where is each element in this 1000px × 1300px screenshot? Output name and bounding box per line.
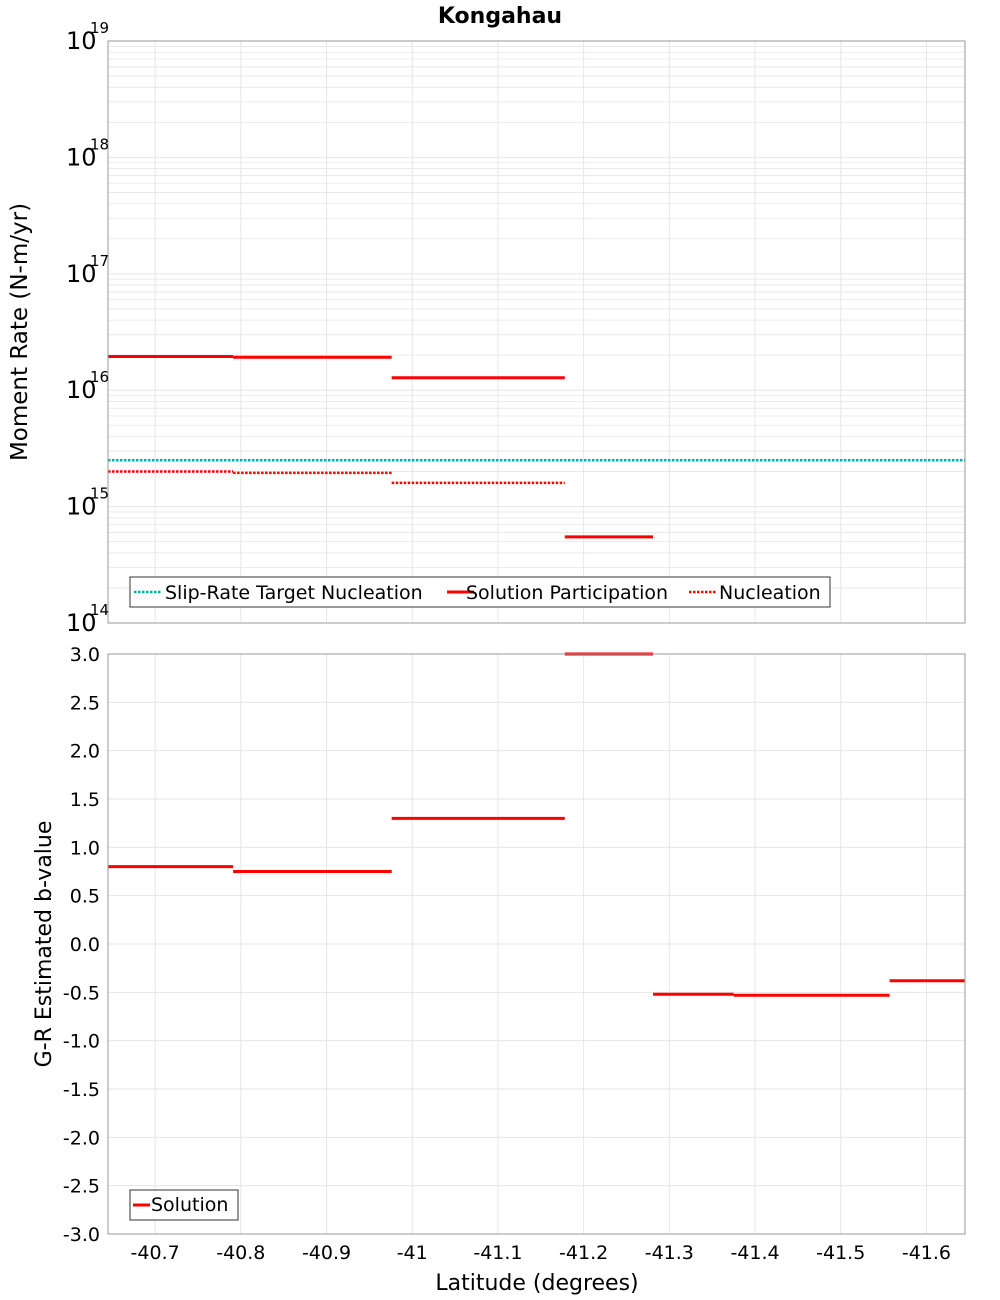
b-value-plot-frame xyxy=(107,653,966,1235)
b-value-grid xyxy=(108,653,965,1235)
y-tick-label: 1.0 xyxy=(70,837,100,859)
x-tick-label: -41.5 xyxy=(816,1242,865,1264)
x-tick-label: -41.2 xyxy=(559,1242,608,1264)
y-tick-label: -2.5 xyxy=(63,1176,100,1198)
legend-label: Solution xyxy=(151,1194,228,1216)
legend-label: Nucleation xyxy=(719,582,821,604)
y-tick-exponent: 14 xyxy=(90,601,109,619)
legend-label: Solution Participation xyxy=(466,582,668,604)
y-tick-exponent: 19 xyxy=(90,19,109,37)
moment-rate-series xyxy=(108,354,965,539)
y-tick-label: 10 xyxy=(66,27,97,55)
y-tick-label: 0.5 xyxy=(70,886,100,908)
moment-rate-y-axis-label: Moment Rate (N-m/yr) xyxy=(7,203,33,461)
y-tick-label: 10 xyxy=(66,493,97,521)
x-tick-label: -41.4 xyxy=(730,1242,779,1264)
x-axis-label: Latitude (degrees) xyxy=(435,1271,638,1296)
y-tick-label: 0.0 xyxy=(70,934,100,956)
y-tick-label: 2.0 xyxy=(70,741,100,763)
x-tick-label: -41.6 xyxy=(902,1242,951,1264)
moment-rate-legend: Slip-Rate Target Nucleation Solution Part… xyxy=(129,576,831,608)
x-tick-label: -41.3 xyxy=(645,1242,694,1264)
b-value-y-axis-label: G-R Estimated b-value xyxy=(32,821,57,1068)
x-tick-label: -40.9 xyxy=(302,1242,351,1264)
y-tick-label: 1.5 xyxy=(70,789,100,811)
y-tick-label: -2.0 xyxy=(63,1127,100,1149)
y-tick-label: 2.5 xyxy=(70,692,100,714)
chart-title: Kongahau xyxy=(438,4,562,29)
y-tick-exponent: 16 xyxy=(90,368,109,386)
y-tick-label: -3.0 xyxy=(63,1224,100,1246)
y-tick-exponent: 18 xyxy=(90,135,109,153)
y-tick-label: -0.5 xyxy=(63,982,100,1004)
y-tick-label: 3.0 xyxy=(70,644,100,666)
moment-rate-grid xyxy=(108,41,965,624)
y-tick-label: 10 xyxy=(66,260,97,288)
y-tick-exponent: 15 xyxy=(90,485,109,503)
x-tick-label: -40.8 xyxy=(216,1242,265,1264)
y-tick-label: 10 xyxy=(66,143,97,171)
y-tick-label: 10 xyxy=(66,376,97,404)
moment-rate-plot-frame xyxy=(107,40,966,624)
y-tick-label: -1.5 xyxy=(63,1079,100,1101)
b-value-y-ticks: -3.0 -2.5 -2.0 -1.5 -1.0 -0.5 0.0 0.5 1.0 1.5 2.0 2… xyxy=(63,644,100,1246)
x-ticks: -40.7 -40.8 -40.9 -41 -41.1 -41.2 -41.3 -41.4 -4… xyxy=(131,1242,951,1264)
b-value-legend: Solution xyxy=(129,1189,239,1221)
y-tick-label: -1.0 xyxy=(63,1031,100,1053)
x-tick-label: -40.7 xyxy=(131,1242,180,1264)
x-tick-label: -41 xyxy=(397,1242,428,1264)
b-value-panel: -3.0 -2.5 -2.0 -1.5 -1.0 -0.5 0.0 0.5 1.0 1.5 2.0 2… xyxy=(32,644,966,1296)
y-tick-label: 10 xyxy=(66,609,97,637)
x-tick-label: -41.1 xyxy=(473,1242,522,1264)
y-tick-exponent: 17 xyxy=(90,252,109,270)
legend-label: Slip-Rate Target Nucleation xyxy=(165,582,423,604)
